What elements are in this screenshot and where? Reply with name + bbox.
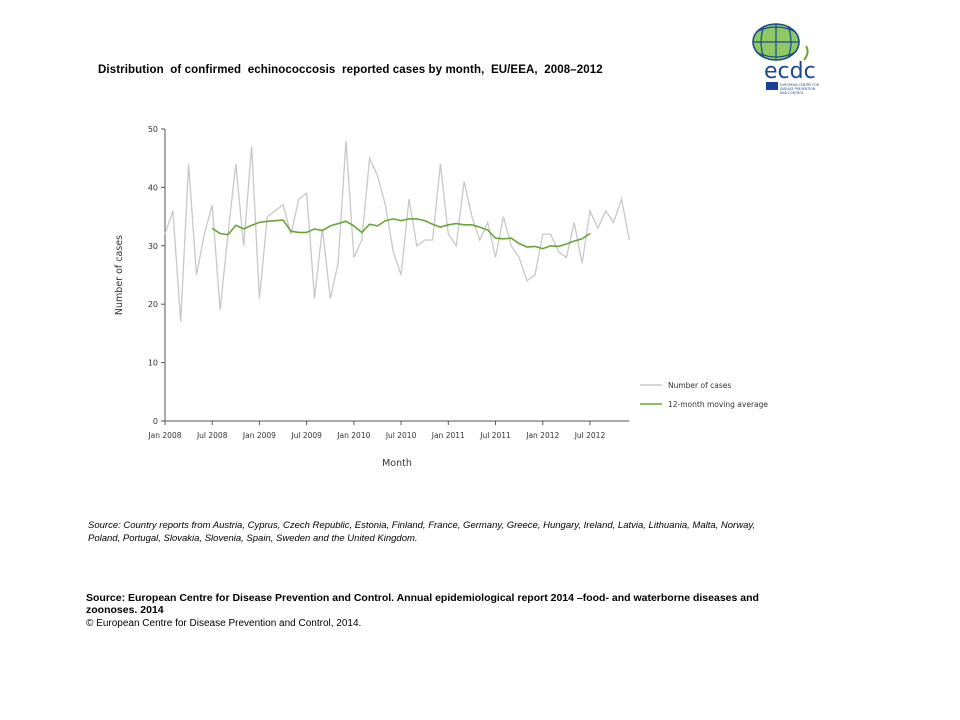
x-tick-label: Jul 2008 (196, 431, 228, 440)
moving-average-line (211, 218, 591, 250)
y-tick-label: 10 (148, 359, 158, 368)
svg-text:DISEASE PREVENTION: DISEASE PREVENTION (780, 87, 816, 91)
y-tick-label: 40 (148, 183, 158, 192)
ecdc-logo: ecdc EUROPEAN CENTRE FOR DISEASE PREVENT… (752, 23, 820, 94)
x-tick-label: Jan 2009 (242, 431, 276, 440)
y-tick-label: 0 (153, 417, 158, 426)
x-tick-label: Jan 2008 (147, 431, 181, 440)
logo-wordmark: ecdc (764, 59, 816, 84)
legend-label: 12-month moving average (668, 400, 768, 409)
x-tick-label: Jan 2012 (525, 431, 559, 440)
y-axis-label: Number of cases (114, 235, 125, 315)
y-tick-label: 50 (148, 125, 158, 134)
x-tick-label: Jul 2009 (290, 431, 322, 440)
x-tick-label: Jan 2011 (431, 431, 465, 440)
cases-line (164, 140, 630, 322)
x-tick-label: Jul 2012 (574, 431, 606, 440)
y-tick-label: 30 (148, 242, 158, 251)
x-axis-label: Month (382, 458, 412, 469)
svg-text:EUROPEAN CENTRE FOR: EUROPEAN CENTRE FOR (780, 83, 820, 87)
y-tick-label: 20 (148, 300, 158, 309)
copyright: © European Centre for Disease Prevention… (86, 618, 362, 629)
x-tick-label: Jul 2010 (385, 431, 417, 440)
svg-text:AND CONTROL: AND CONTROL (780, 91, 804, 94)
legend-label: Number of cases (668, 381, 731, 390)
chart-title: Distribution of confirmed echinococcosis… (98, 64, 603, 76)
data-source-note: Source: Country reports from Austria, Cy… (88, 520, 756, 544)
source-citation: Source: European Centre for Disease Prev… (86, 592, 759, 616)
x-tick-label: Jul 2011 (479, 431, 511, 440)
x-tick-label: Jan 2010 (336, 431, 370, 440)
